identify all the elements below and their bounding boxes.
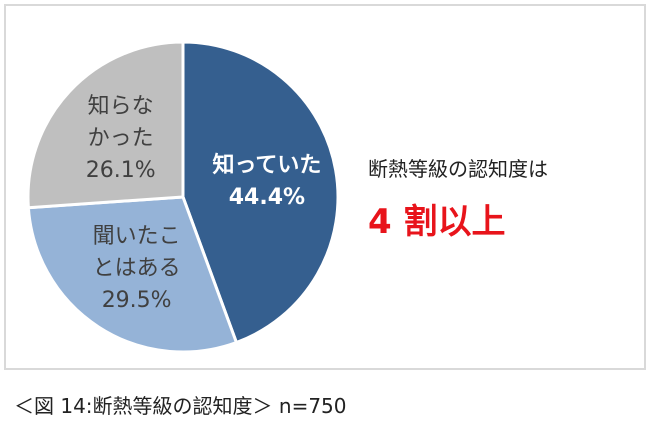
value-label: 44.4% [228, 185, 306, 211]
pie-slice [181, 40, 340, 345]
headline: 4 割以上 [368, 202, 506, 242]
slice-label: 知らなかった 26.1% [84, 91, 157, 187]
pie-slice [26, 195, 239, 354]
annotation: 断熱等級の認知度は [368, 157, 548, 181]
chart-frame [4, 4, 646, 370]
value-label: 26.1% [85, 157, 156, 183]
pie-slice [26, 40, 185, 210]
value-label: 29.5% [101, 287, 172, 313]
category-label: 聞いたことはある [92, 223, 181, 281]
category-label: 知らなかった [87, 93, 154, 151]
slice-label: 聞いたことはある 29.5% [89, 221, 184, 317]
category-label: 知っていた [212, 153, 322, 179]
slice-label: 知っていた 44.4% [190, 150, 344, 214]
caption: ＜図 14:断熱等級の認知度＞ n=750 [14, 394, 347, 418]
